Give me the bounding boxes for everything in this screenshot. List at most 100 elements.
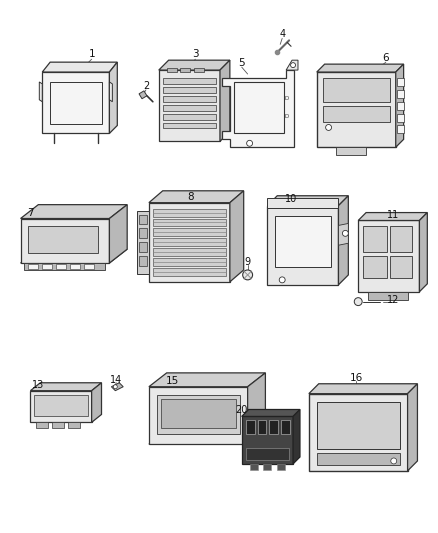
Bar <box>269 421 278 434</box>
Circle shape <box>290 63 296 68</box>
Polygon shape <box>21 205 127 219</box>
Polygon shape <box>42 62 117 72</box>
Polygon shape <box>267 196 348 206</box>
Polygon shape <box>408 384 417 471</box>
Polygon shape <box>358 213 427 221</box>
Bar <box>258 421 266 434</box>
Bar <box>317 401 400 449</box>
Polygon shape <box>149 387 247 444</box>
Bar <box>317 453 400 465</box>
Bar <box>397 114 404 122</box>
Bar <box>28 264 38 269</box>
Polygon shape <box>339 196 348 285</box>
Polygon shape <box>149 191 244 203</box>
Polygon shape <box>339 223 348 245</box>
Bar <box>68 422 80 429</box>
Bar <box>34 394 88 416</box>
Bar <box>167 68 177 72</box>
Bar <box>363 227 387 252</box>
Bar <box>28 227 98 253</box>
Text: 15: 15 <box>166 376 179 386</box>
Bar <box>161 399 236 429</box>
Bar <box>397 125 404 133</box>
Polygon shape <box>242 416 293 464</box>
Bar <box>336 147 366 155</box>
Bar <box>263 464 271 470</box>
Bar <box>153 219 226 227</box>
Polygon shape <box>149 430 265 444</box>
Circle shape <box>113 385 117 389</box>
Polygon shape <box>220 60 230 141</box>
Polygon shape <box>293 409 300 464</box>
Bar <box>281 421 290 434</box>
Bar <box>163 104 216 111</box>
Polygon shape <box>110 62 117 133</box>
Bar <box>277 464 285 470</box>
Bar <box>180 68 191 72</box>
Text: 2: 2 <box>143 81 149 91</box>
Text: 16: 16 <box>350 373 363 383</box>
Text: 10: 10 <box>285 193 297 204</box>
Polygon shape <box>286 60 298 70</box>
Text: 8: 8 <box>187 192 194 201</box>
Circle shape <box>279 277 285 283</box>
Bar <box>163 78 216 84</box>
Bar <box>153 258 226 266</box>
Polygon shape <box>149 203 230 282</box>
Text: 4: 4 <box>279 29 285 39</box>
Polygon shape <box>30 383 102 391</box>
Text: 14: 14 <box>110 375 123 385</box>
Text: D: D <box>284 96 288 101</box>
Bar <box>194 68 204 72</box>
Polygon shape <box>39 82 42 102</box>
Polygon shape <box>92 383 102 422</box>
Text: 9: 9 <box>244 257 251 267</box>
Bar <box>163 87 216 93</box>
Polygon shape <box>317 64 404 72</box>
Polygon shape <box>139 91 147 99</box>
Text: 13: 13 <box>32 379 44 390</box>
Polygon shape <box>222 70 294 147</box>
Bar <box>139 256 147 266</box>
Bar <box>246 448 289 460</box>
Circle shape <box>343 230 348 236</box>
Polygon shape <box>396 64 404 147</box>
Polygon shape <box>309 394 408 471</box>
Circle shape <box>391 458 397 464</box>
Bar <box>390 256 412 278</box>
Polygon shape <box>21 219 110 263</box>
Text: 5: 5 <box>238 58 245 68</box>
Bar <box>153 238 226 246</box>
Bar <box>363 256 387 278</box>
Text: 3: 3 <box>192 49 198 59</box>
Polygon shape <box>159 60 230 70</box>
Bar <box>153 208 226 216</box>
Polygon shape <box>317 72 396 147</box>
Bar <box>163 114 216 119</box>
Circle shape <box>247 140 253 146</box>
Bar <box>153 268 226 276</box>
Text: 7: 7 <box>27 207 34 217</box>
Polygon shape <box>230 191 244 282</box>
Bar <box>153 248 226 256</box>
Polygon shape <box>159 70 220 141</box>
Bar <box>139 215 147 224</box>
Bar <box>84 264 94 269</box>
Bar <box>397 90 404 98</box>
Polygon shape <box>267 206 339 285</box>
Bar <box>267 198 339 208</box>
Bar <box>368 292 408 300</box>
Bar <box>397 78 404 86</box>
Circle shape <box>354 297 362 305</box>
Bar <box>397 102 404 110</box>
Bar <box>70 264 80 269</box>
Polygon shape <box>247 373 265 444</box>
Bar <box>52 422 64 429</box>
Polygon shape <box>358 221 420 292</box>
Circle shape <box>325 125 332 131</box>
Bar <box>25 263 106 270</box>
Text: 12: 12 <box>387 295 399 305</box>
Bar <box>36 422 48 429</box>
Bar <box>157 394 240 434</box>
Polygon shape <box>110 205 127 263</box>
